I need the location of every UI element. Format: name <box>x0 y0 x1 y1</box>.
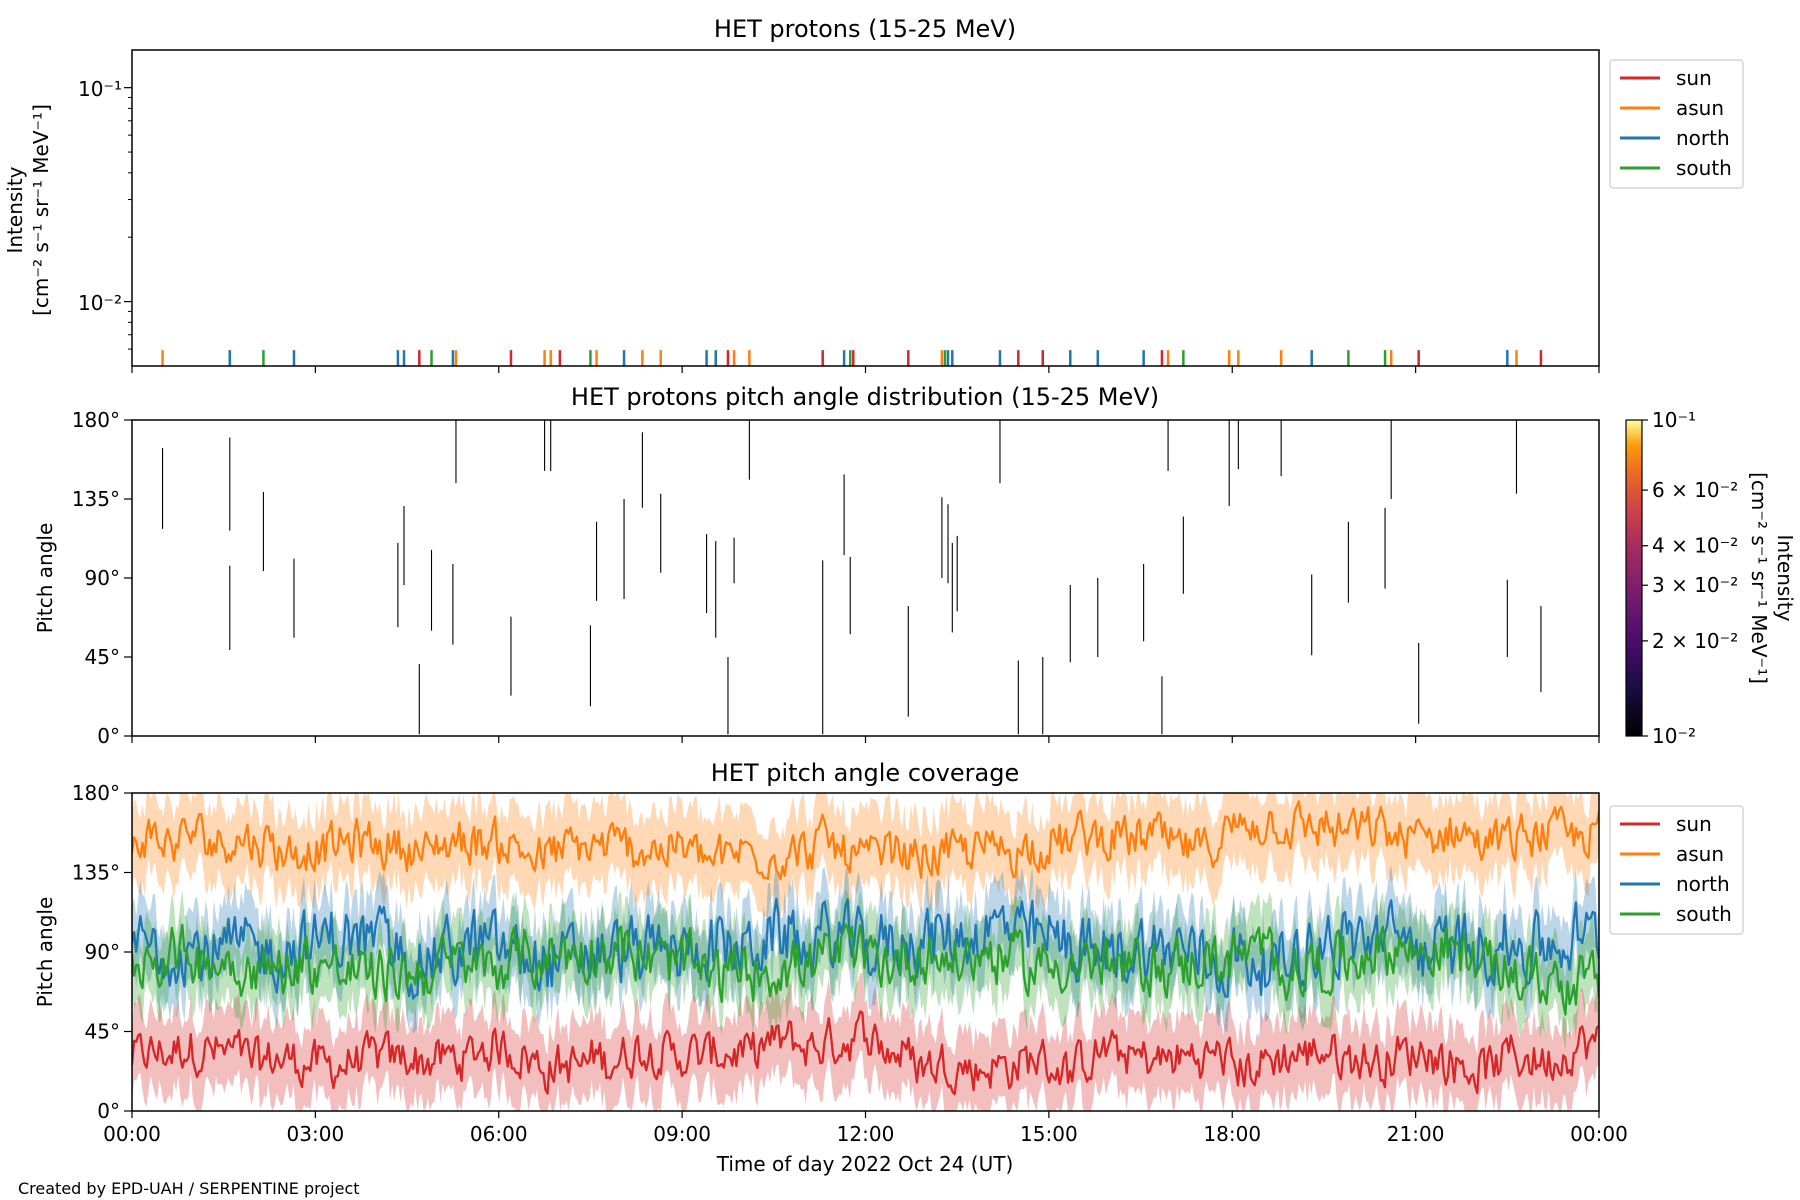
colorbar-tick-label: 10⁻¹ <box>1652 408 1696 432</box>
panel3-xtick-label: 00:00 <box>1570 1122 1628 1146</box>
panel3-line-asun <box>132 800 1599 881</box>
panel3-xtick-label: 03:00 <box>287 1122 345 1146</box>
panel1-legend-label-north: north <box>1676 126 1730 150</box>
panel1-ylabel-line2: [cm⁻² s⁻¹ sr⁻¹ MeV⁻¹] <box>29 104 53 316</box>
panel3-line-sun <box>132 1010 1599 1096</box>
panel2-ylabel: Pitch angle <box>33 523 57 634</box>
panel3-xtick-label: 21:00 <box>1387 1122 1445 1146</box>
panel3-ytick-label: 0° <box>97 1099 120 1123</box>
panel1-title: HET protons (15-25 MeV) <box>714 15 1016 43</box>
panel1-legend-label-sun: sun <box>1676 66 1712 90</box>
panel3-band-sun <box>132 972 1599 1111</box>
panel1-ylabel-line1: Intensity <box>3 166 27 253</box>
panel2-ytick-label: 90° <box>85 566 120 590</box>
panel3-title: HET pitch angle coverage <box>711 759 1019 787</box>
panel3-ytick-label: 90° <box>85 940 120 964</box>
credit-text: Created by EPD-UAH / SERPENTINE project <box>18 1179 360 1198</box>
panel2-ytick-label: 45° <box>85 645 120 669</box>
panel3-marks <box>132 793 1599 1111</box>
panel3-legend-label-north: north <box>1676 872 1730 896</box>
panel3-xtick-label: 12:00 <box>837 1122 895 1146</box>
panel1-legend-box <box>1609 59 1744 189</box>
colorbar-tick-label: 6 × 10⁻² <box>1652 478 1738 502</box>
panel2-ytick-label: 135° <box>72 487 120 511</box>
colorbar-tick-label: 3 × 10⁻² <box>1652 573 1738 597</box>
panel1-marks <box>161 350 1543 366</box>
panel2-xticks <box>131 736 1600 743</box>
panel3-line-north <box>132 897 1599 1000</box>
panel3-ytick-label: 135° <box>72 861 120 885</box>
panel3-xtick-label: 15:00 <box>1020 1122 1078 1146</box>
panel2-title: HET protons pitch angle distribution (15… <box>571 383 1159 411</box>
panel1-yaxis <box>124 87 132 350</box>
x-axis-label: Time of day 2022 Oct 24 (UT) <box>716 1152 1014 1176</box>
panel-pitch-angle-distribution: HET protons pitch angle distribution (15… <box>33 383 1797 748</box>
panel1-ytick-1e-2: 10⁻² <box>78 291 122 315</box>
panel3-legend-label-asun: asun <box>1676 842 1724 866</box>
panel3-xtick-label: 00:00 <box>103 1122 161 1146</box>
panel1-axes <box>131 49 1600 367</box>
colorbar-gradient <box>1625 419 1643 737</box>
panel3-yaxis: 180° 135° 90° 45° 0° <box>72 781 132 1123</box>
panel-pitch-angle-coverage: HET pitch angle coverage 180° 135° 90° 45° 0… <box>33 759 1744 1176</box>
panel3-band-south <box>132 888 1599 1050</box>
panel2-ytick-label: 0° <box>97 724 120 748</box>
panel3-xtick-label: 06:00 <box>470 1122 528 1146</box>
panel1-legend-label-asun: asun <box>1676 96 1724 120</box>
panel3-xtick-labels: 00:00 03:00 06:00 09:00 12:00 15:00 18:00 21:00… <box>103 1122 1628 1146</box>
panel3-line-south <box>132 923 1599 1016</box>
panel2-marks <box>162 420 1542 735</box>
panel2-axes <box>131 419 1600 737</box>
panel3-ytick-label: 45° <box>85 1020 120 1044</box>
panel3-legend: sun asun north south <box>1609 805 1744 935</box>
colorbar: 10⁻¹ 6 × 10⁻² 4 × 10⁻² 3 × 10⁻² 2 × 10⁻² 10⁻²… <box>1625 408 1797 748</box>
colorbar-tick-label: 10⁻² <box>1652 724 1696 748</box>
panel2-ytick-label: 180° <box>72 408 120 432</box>
panel3-ylabel: Pitch angle <box>33 897 57 1008</box>
panel1-legend: sun asun north south <box>1609 59 1744 189</box>
colorbar-label-line1: Intensity <box>1773 534 1797 621</box>
colorbar-ticks: 10⁻¹ 6 × 10⁻² 4 × 10⁻² 3 × 10⁻² 2 × 10⁻² 10⁻² <box>1642 408 1738 748</box>
panel-het-protons: HET protons (15-25 MeV) 10⁻¹ 10⁻² Intens… <box>3 15 1744 373</box>
panel3-xtick-label: 09:00 <box>653 1122 711 1146</box>
panel3-legend-label-south: south <box>1676 902 1732 926</box>
panel3-xticks <box>131 1111 1600 1118</box>
colorbar-tick-label: 2 × 10⁻² <box>1652 629 1738 653</box>
colorbar-label-line2: [cm⁻² s⁻¹ sr⁻¹ MeV⁻¹] <box>1747 472 1771 684</box>
panel1-legend-label-south: south <box>1676 156 1732 180</box>
panel3-xtick-label: 18:00 <box>1203 1122 1261 1146</box>
panel1-xticks <box>131 366 1600 373</box>
panel2-yaxis: 180° 135° 90° 45° 0° <box>72 408 132 748</box>
panel1-ytick-1e-1: 10⁻¹ <box>78 77 122 101</box>
panel3-legend-box <box>1609 805 1744 935</box>
panel3-ytick-label: 180° <box>72 781 120 805</box>
colorbar-tick-label: 4 × 10⁻² <box>1652 534 1738 558</box>
panel3-legend-label-sun: sun <box>1676 812 1712 836</box>
